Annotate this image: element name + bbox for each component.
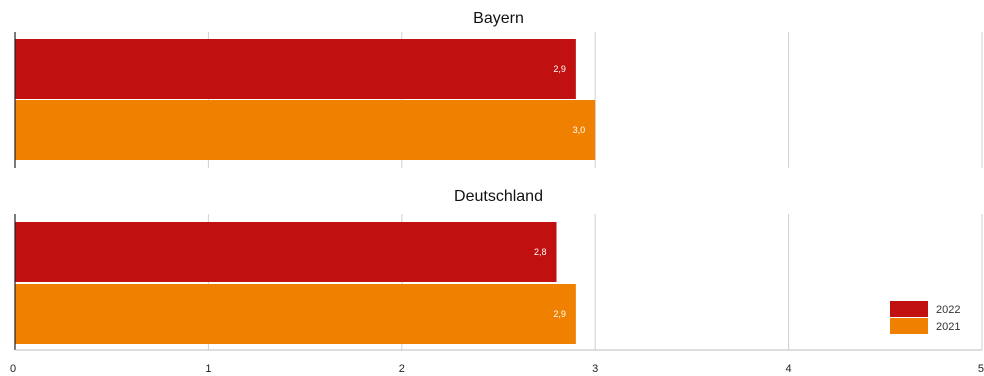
x-tick-label-4: 4 <box>786 363 792 375</box>
legend-swatch-0 <box>890 301 928 317</box>
x-tick-label-0: 0 <box>10 363 16 375</box>
bar-label-1-0: 2,8 <box>534 247 547 257</box>
bar-1-0 <box>15 222 557 282</box>
x-tick-label-3: 3 <box>592 363 598 375</box>
x-tick-label-5: 5 <box>978 363 984 375</box>
x-tick-label-1: 1 <box>205 363 211 375</box>
legend-swatch-1 <box>890 318 928 334</box>
panel-title-0: Bayern <box>473 10 524 27</box>
bar-label-1-1: 2,9 <box>553 309 566 319</box>
bar-label-0-0: 2,9 <box>553 64 566 74</box>
legend-label-1: 2021 <box>936 321 960 333</box>
x-tick-label-2: 2 <box>399 363 405 375</box>
bar-0-0 <box>15 39 576 99</box>
bar-label-0-1: 3,0 <box>573 125 586 135</box>
bar-1-1 <box>15 284 576 344</box>
panel-title-1: Deutschland <box>454 188 543 205</box>
bar-0-1 <box>15 100 596 160</box>
legend-label-0: 2022 <box>936 304 960 316</box>
